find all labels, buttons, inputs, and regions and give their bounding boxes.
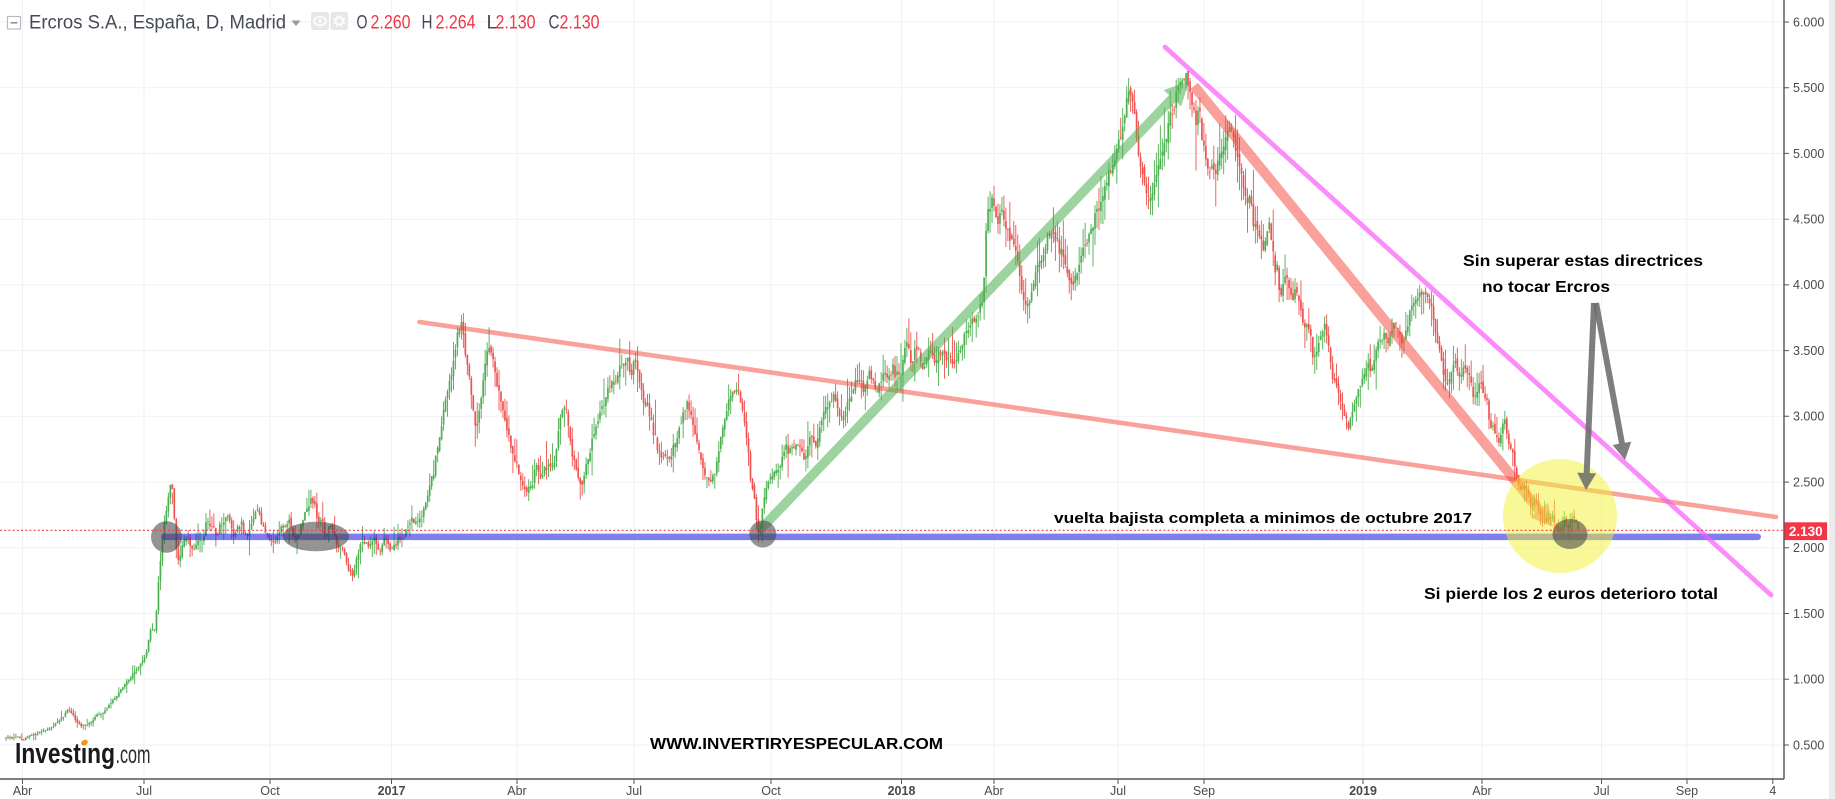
svg-text:3.500: 3.500 xyxy=(1793,344,1824,358)
svg-text:C: C xyxy=(549,13,560,34)
svg-text:2.264: 2.264 xyxy=(436,13,476,34)
svg-text:2.130: 2.130 xyxy=(496,13,536,34)
svg-text:Si pierde los 2 euros deterior: Si pierde los 2 euros deterioro total xyxy=(1424,586,1718,603)
svg-text:no tocar Ercros: no tocar Ercros xyxy=(1482,279,1610,296)
svg-text:Jul: Jul xyxy=(136,784,152,798)
svg-text:.com: .com xyxy=(116,741,151,769)
svg-text:2.130: 2.130 xyxy=(1789,524,1823,539)
svg-text:4: 4 xyxy=(1769,784,1776,798)
svg-text:4.000: 4.000 xyxy=(1793,278,1824,292)
svg-text:Investing: Investing xyxy=(15,738,115,770)
svg-text:Sep: Sep xyxy=(1676,784,1698,798)
svg-text:WWW.INVERTIRYESPECULAR.COM: WWW.INVERTIRYESPECULAR.COM xyxy=(650,736,943,753)
svg-text:4.500: 4.500 xyxy=(1793,213,1824,227)
svg-text:H: H xyxy=(422,13,433,34)
svg-text:2.500: 2.500 xyxy=(1793,475,1824,489)
svg-text:2017: 2017 xyxy=(378,784,406,798)
svg-text:3.000: 3.000 xyxy=(1793,410,1824,424)
svg-text:2018: 2018 xyxy=(888,784,916,798)
svg-text:Abr: Abr xyxy=(507,784,526,798)
svg-text:Jul: Jul xyxy=(626,784,642,798)
svg-text:1.000: 1.000 xyxy=(1793,673,1824,687)
svg-text:Jul: Jul xyxy=(1110,784,1126,798)
svg-text:Abr: Abr xyxy=(1472,784,1491,798)
svg-text:Oct: Oct xyxy=(260,784,280,798)
svg-text:5.000: 5.000 xyxy=(1793,147,1824,161)
svg-text:2.000: 2.000 xyxy=(1793,541,1824,555)
svg-text:Abr: Abr xyxy=(13,784,32,798)
svg-text:2.260: 2.260 xyxy=(371,13,411,34)
svg-text:Jul: Jul xyxy=(1594,784,1610,798)
svg-text:Sin superar estas directrices: Sin superar estas directrices xyxy=(1463,253,1703,270)
svg-text:6.000: 6.000 xyxy=(1793,15,1824,29)
svg-text:0.500: 0.500 xyxy=(1793,738,1824,752)
svg-text:Ercros S.A., España, D, Madrid: Ercros S.A., España, D, Madrid xyxy=(29,12,286,34)
svg-text:O: O xyxy=(357,13,368,34)
svg-text:Sep: Sep xyxy=(1193,784,1215,798)
svg-text:5.500: 5.500 xyxy=(1793,81,1824,95)
svg-text:2019: 2019 xyxy=(1349,784,1377,798)
svg-text:L: L xyxy=(487,13,498,34)
svg-text:vuelta bajista completa a mini: vuelta bajista completa a minimos de oct… xyxy=(1054,511,1472,527)
svg-text:Abr: Abr xyxy=(984,784,1003,798)
svg-text:Oct: Oct xyxy=(761,784,781,798)
svg-text:1.500: 1.500 xyxy=(1793,607,1824,621)
svg-text:2.130: 2.130 xyxy=(560,13,600,34)
